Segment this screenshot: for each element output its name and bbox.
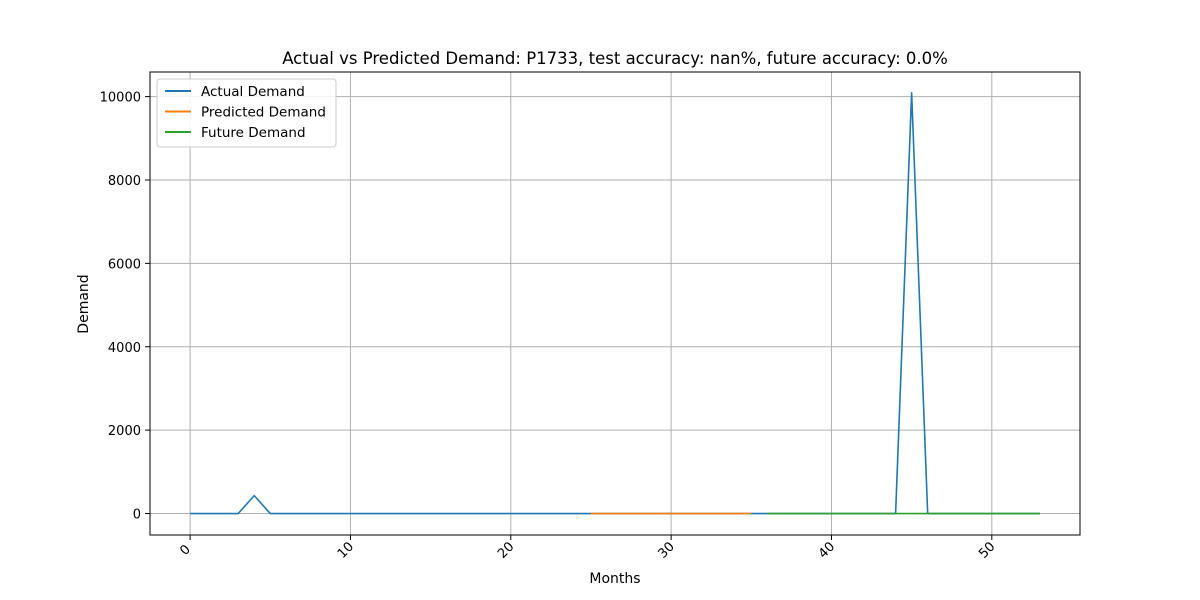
y-tick-label: 4000 <box>108 341 141 356</box>
y-axis-ticks: 0 2000 4000 6000 8000 10000 <box>100 91 150 523</box>
y-tick-label: 8000 <box>108 174 141 189</box>
y-tick-label: 2000 <box>108 424 141 439</box>
y-tick-label: 0 <box>133 508 141 523</box>
plot-frame <box>149 71 1081 536</box>
x-axis-label: Months <box>589 571 640 587</box>
legend-box <box>156 78 337 148</box>
y-axis-label: Demand <box>76 274 92 333</box>
y-tick-label: 10000 <box>100 91 141 106</box>
y-tick-label: 6000 <box>108 257 141 272</box>
series-lines <box>190 92 1040 515</box>
chart-title: Actual vs Predicted Demand: P1733, test … <box>282 49 948 68</box>
actual-demand-legend-label: Actual Demand <box>201 84 305 100</box>
future-demand-legend-label: Future Demand <box>201 125 306 141</box>
legend: Actual Demand Predicted Demand Future Dema… <box>156 78 337 148</box>
predicted-demand-legend-label: Predicted Demand <box>201 105 326 121</box>
